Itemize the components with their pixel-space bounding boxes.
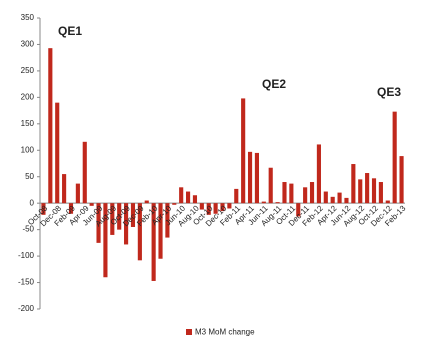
bar xyxy=(378,182,383,204)
bar xyxy=(96,203,101,243)
annotation: QE1 xyxy=(58,24,82,38)
y-tick-label: -150 xyxy=(18,278,35,287)
bar xyxy=(213,203,218,214)
bar xyxy=(227,203,232,209)
bar xyxy=(206,203,211,215)
bar xyxy=(351,164,356,204)
bar xyxy=(192,195,198,204)
bar xyxy=(41,203,46,215)
bar xyxy=(234,188,239,204)
legend-swatch xyxy=(186,329,192,335)
y-tick-label: 300 xyxy=(21,40,35,49)
bar xyxy=(316,144,321,204)
bar xyxy=(179,187,184,204)
y-tick-label: -50 xyxy=(22,225,34,234)
bar xyxy=(330,196,335,204)
bar xyxy=(303,187,308,204)
bar xyxy=(289,183,294,204)
bar xyxy=(309,182,315,204)
bar xyxy=(117,203,122,230)
y-tick-label: 150 xyxy=(21,119,35,128)
bar xyxy=(371,178,377,204)
bar xyxy=(75,183,80,204)
bar xyxy=(268,167,273,204)
annotation: QE2 xyxy=(262,77,286,91)
bar xyxy=(261,201,266,204)
bar xyxy=(282,182,287,204)
bar xyxy=(89,203,94,206)
bar xyxy=(358,179,363,204)
y-tick-label: 200 xyxy=(21,92,35,101)
bar xyxy=(55,102,60,204)
y-tick-label: 0 xyxy=(30,198,35,207)
bar xyxy=(344,197,349,204)
bar xyxy=(62,174,67,204)
bar xyxy=(199,203,204,210)
bar xyxy=(165,203,170,238)
y-tick-label: 250 xyxy=(21,66,35,75)
bar xyxy=(254,152,259,204)
y-tick-label: 100 xyxy=(21,145,35,154)
bar xyxy=(323,191,328,204)
legend-label: M3 MoM change xyxy=(195,328,255,337)
bar xyxy=(337,192,342,204)
bar xyxy=(151,203,156,281)
bar xyxy=(110,203,115,235)
bar xyxy=(48,48,53,204)
bar xyxy=(241,98,246,204)
bar xyxy=(144,200,149,204)
bar xyxy=(247,151,253,204)
bar xyxy=(365,173,370,204)
bar xyxy=(82,141,87,204)
bar xyxy=(137,203,142,261)
bar xyxy=(296,203,301,217)
bar xyxy=(275,202,280,204)
y-tick-label: 350 xyxy=(21,13,35,22)
bar xyxy=(130,203,136,227)
annotation: QE3 xyxy=(377,85,401,99)
bar xyxy=(186,191,191,204)
bar xyxy=(399,156,404,204)
bar xyxy=(220,203,225,212)
y-tick-label: 50 xyxy=(25,172,34,181)
y-tick-label: -200 xyxy=(18,304,35,313)
y-tick-label: -100 xyxy=(18,251,35,260)
bar xyxy=(392,111,397,204)
bar xyxy=(172,203,177,205)
bar xyxy=(103,203,108,278)
bar xyxy=(124,203,129,245)
bar xyxy=(158,203,163,259)
bar xyxy=(68,203,74,214)
bar xyxy=(385,200,390,204)
